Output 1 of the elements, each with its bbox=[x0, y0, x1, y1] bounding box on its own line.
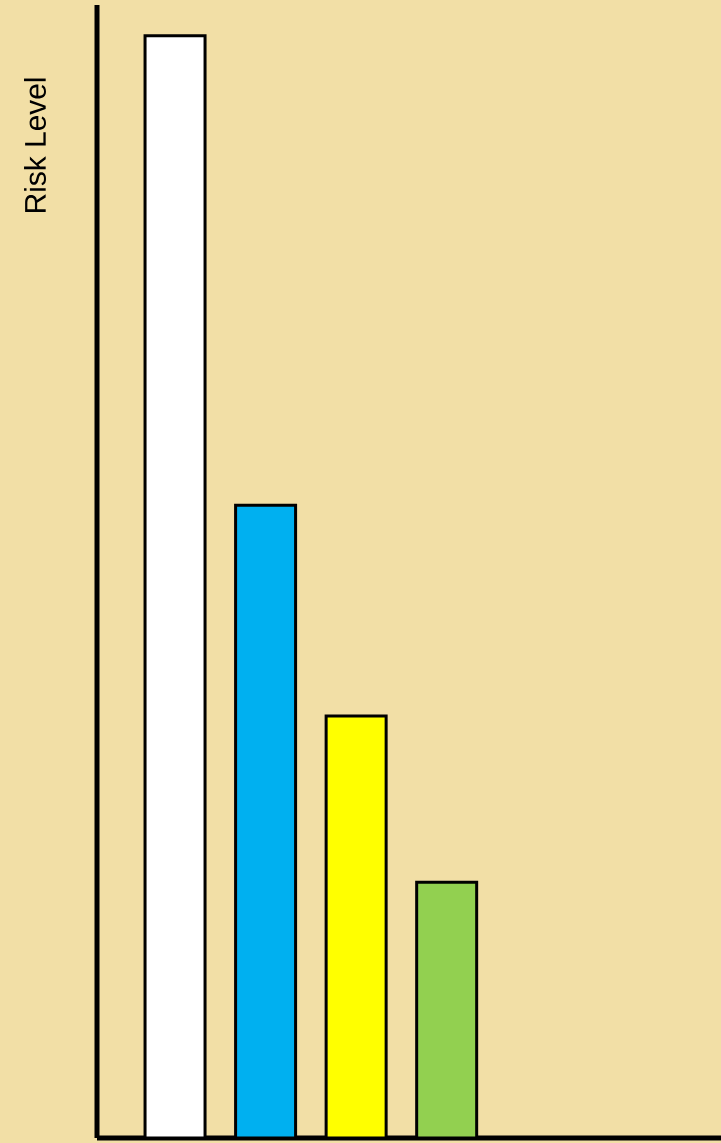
y-axis-title: Risk Level bbox=[24, 78, 46, 212]
